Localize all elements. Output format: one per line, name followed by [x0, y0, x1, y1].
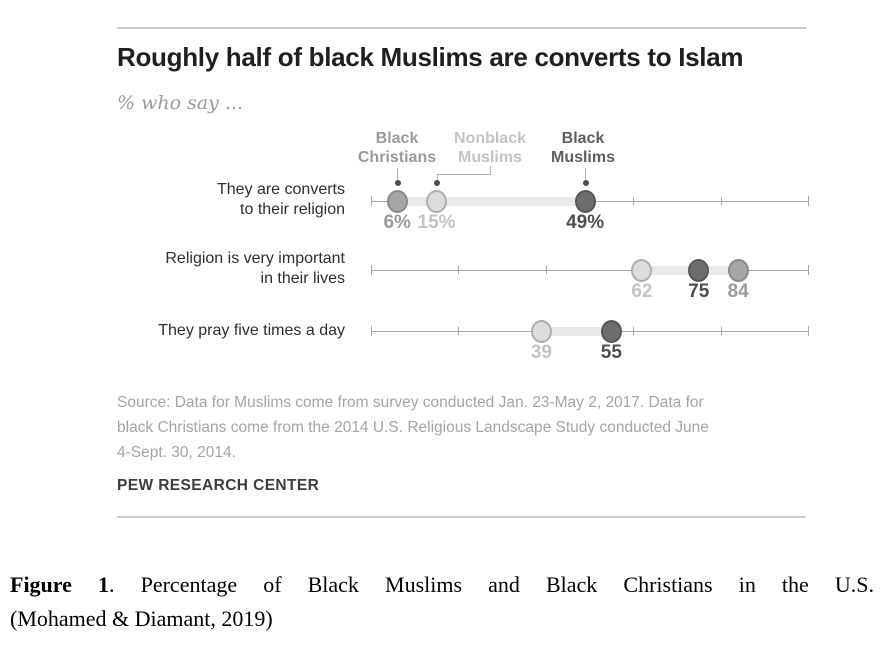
axis-endcap: [371, 326, 372, 336]
value-label: 49%: [566, 212, 605, 233]
axis-endcap: [808, 326, 809, 336]
chart-subtitle: % who say ...: [117, 92, 244, 114]
legend-leader-elbow-v1: [490, 166, 491, 175]
axis-tick: [720, 197, 722, 205]
figure-caption: Figure 1. Percentage of Black Muslims an…: [10, 568, 874, 636]
bottom-divider: [117, 516, 806, 518]
figure-caption-label: Figure 1: [10, 572, 110, 597]
axis-tick: [633, 197, 635, 205]
branding-text: PEW RESEARCH CENTER: [117, 477, 320, 494]
range-band: [541, 326, 612, 336]
value-label: 75: [688, 281, 710, 302]
value-label: 39: [530, 342, 552, 363]
legend-leader-dot: [582, 180, 589, 186]
source-note-line: Source: Data for Muslims come from surve…: [117, 394, 704, 411]
legend-leader-dot: [394, 180, 401, 186]
pew-chart-figure: Roughly half of black Muslims are conver…: [117, 0, 809, 560]
dot-black_christians: [386, 189, 408, 213]
chart-title: Roughly half of black Muslims are conver…: [117, 42, 744, 72]
axis-endcap: [808, 265, 809, 275]
dot-black_christians: [727, 258, 749, 282]
dot-black_muslims: [574, 189, 596, 213]
figure-caption-text: . Percentage of Black Muslims and Black …: [109, 572, 875, 597]
value-label: 55: [600, 342, 622, 363]
legend-label-black_muslims: Black Muslims: [550, 130, 615, 166]
range-band: [397, 196, 586, 206]
value-label: 62: [631, 281, 653, 302]
top-divider: [117, 27, 806, 29]
value-label: 84: [727, 281, 749, 302]
axis-tick: [458, 266, 460, 274]
legend-leader-elbow-h: [436, 174, 491, 175]
row-label: They pray five times a day: [158, 322, 345, 339]
dot-nonblack_muslims: [631, 258, 653, 282]
legend-leader-line: [397, 168, 399, 181]
axis-endcap: [808, 196, 809, 206]
axis-tick: [633, 327, 635, 335]
axis-line: [371, 269, 808, 271]
dot-nonblack_muslims: [426, 189, 448, 213]
plot-area: Black Christians Nonblack Muslims Black Mu…: [117, 0, 809, 390]
legend-label-nonblack_muslims: Nonblack Muslims: [453, 130, 526, 166]
figure-caption-line1: Figure 1. Percentage of Black Muslims an…: [10, 568, 874, 602]
row-label: They are converts to their religion: [216, 181, 345, 218]
value-label: 6%: [383, 212, 411, 233]
legend-leader-elbow-v2: [436, 174, 438, 182]
dot-black_muslims: [600, 319, 622, 343]
axis-tick: [720, 327, 722, 335]
row-label: Religion is very important in their lives: [165, 250, 345, 287]
legend-label-black_christians: Black Christians: [357, 130, 437, 166]
source-note-line: 4-Sept. 30, 2014.: [117, 444, 236, 461]
source-note: Source: Data for Muslims come from surve…: [117, 390, 806, 465]
source-note-line: black Christians come from the 2014 U.S.…: [117, 419, 709, 436]
legend-leader-line: [585, 168, 587, 181]
value-label: 15%: [417, 212, 456, 233]
axis-tick: [458, 327, 460, 335]
axis-endcap: [371, 196, 372, 206]
axis-endcap: [371, 265, 372, 275]
axis-tick: [545, 266, 547, 274]
dot-black_muslims: [688, 258, 710, 282]
dot-nonblack_muslims: [530, 319, 552, 343]
legend-leader-dot: [434, 180, 441, 186]
figure-caption-line2: (Mohamed & Diamant, 2019): [10, 606, 273, 631]
